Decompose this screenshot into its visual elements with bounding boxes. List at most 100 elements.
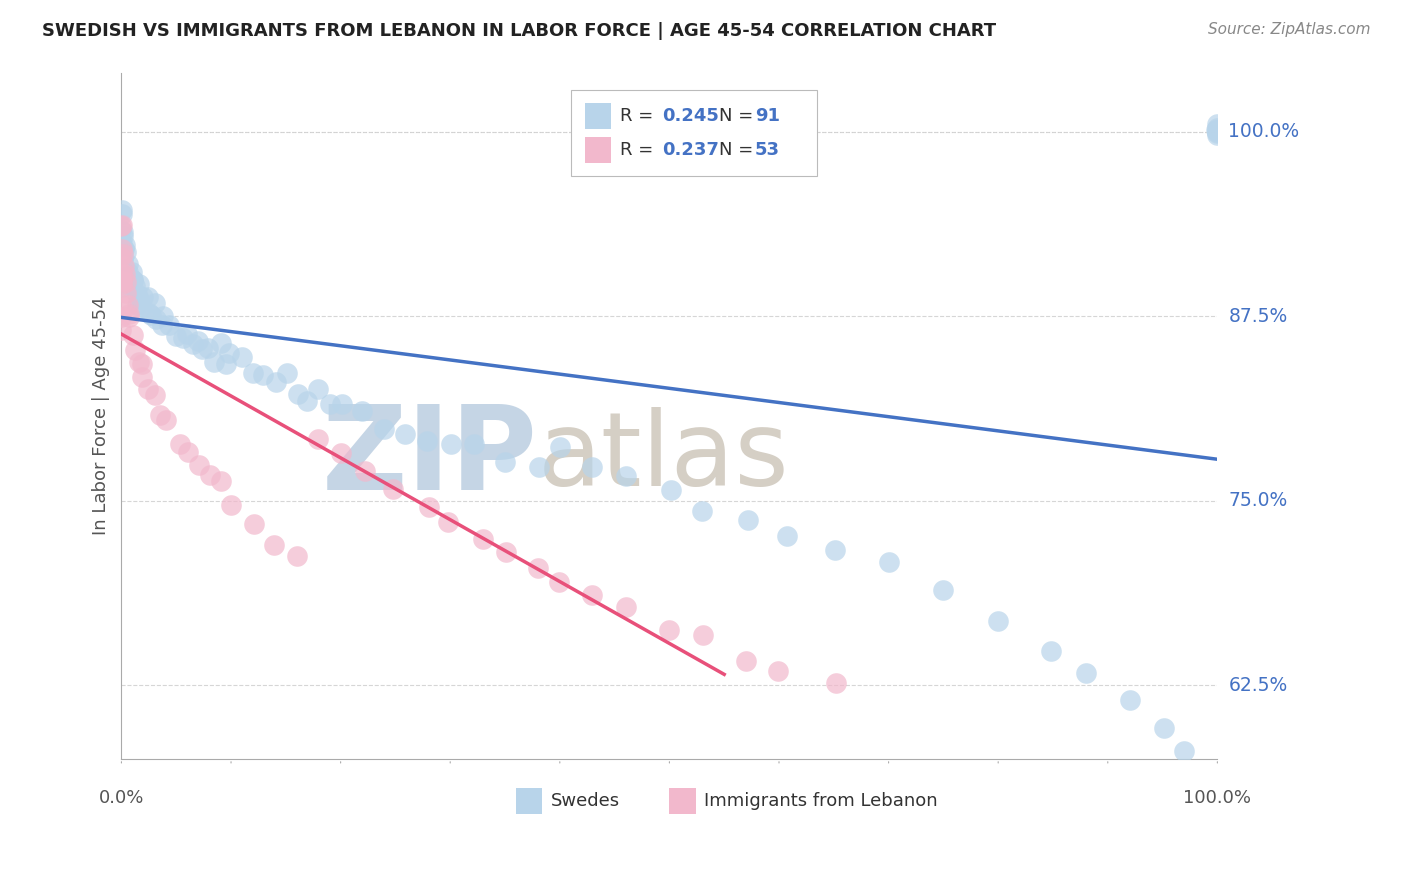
Point	[129, 300, 152, 314]
Point	[131, 290, 153, 304]
Point	[150, 318, 173, 333]
Point	[191, 342, 214, 356]
Point	[172, 331, 194, 345]
Point	[242, 366, 264, 380]
Point	[169, 437, 191, 451]
Point	[128, 293, 150, 307]
Point	[581, 588, 603, 602]
Point	[440, 437, 463, 451]
Point	[329, 446, 352, 460]
Point	[111, 274, 134, 288]
Point	[495, 545, 517, 559]
Point	[494, 455, 516, 469]
Point	[136, 382, 159, 396]
Point	[145, 312, 167, 326]
Point	[112, 225, 135, 239]
Point	[143, 388, 166, 402]
Point	[692, 627, 714, 641]
Point	[118, 310, 141, 325]
Text: Swedes: Swedes	[551, 792, 620, 811]
Text: 0.0%: 0.0%	[98, 789, 145, 807]
Point	[1206, 126, 1229, 140]
Point	[219, 498, 242, 512]
Point	[112, 252, 135, 266]
Point	[115, 286, 138, 301]
Point	[125, 298, 148, 312]
Point	[264, 375, 287, 389]
Point	[1173, 744, 1195, 758]
Point	[124, 279, 146, 293]
Point	[122, 272, 145, 286]
Point	[111, 280, 134, 294]
Point	[112, 246, 135, 260]
Point	[987, 614, 1010, 628]
FancyBboxPatch shape	[571, 90, 817, 176]
Point	[1205, 117, 1227, 131]
Point	[197, 341, 219, 355]
Text: R =: R =	[620, 107, 659, 125]
Point	[136, 291, 159, 305]
Point	[209, 336, 232, 351]
Bar	[585, 137, 612, 163]
Point	[187, 334, 209, 349]
Point	[111, 277, 134, 292]
Point	[1206, 120, 1229, 135]
Point	[157, 318, 180, 333]
Text: 100.0%: 100.0%	[1229, 122, 1299, 142]
Point	[1153, 722, 1175, 736]
Point	[131, 357, 153, 371]
Text: 62.5%: 62.5%	[1229, 675, 1288, 695]
Point	[111, 203, 134, 218]
Point	[111, 219, 134, 233]
Point	[149, 408, 172, 422]
Point	[1074, 665, 1097, 680]
Point	[877, 555, 900, 569]
Text: SWEDISH VS IMMIGRANTS FROM LEBANON IN LABOR FORCE | AGE 45-54 CORRELATION CHART: SWEDISH VS IMMIGRANTS FROM LEBANON IN LA…	[42, 22, 997, 40]
Point	[932, 582, 955, 597]
Text: 0.237: 0.237	[662, 141, 718, 160]
Point	[110, 264, 132, 278]
Point	[202, 354, 225, 368]
Text: 100.0%: 100.0%	[1184, 789, 1251, 807]
Point	[110, 297, 132, 311]
Point	[131, 370, 153, 384]
Point	[614, 469, 637, 483]
Point	[112, 229, 135, 244]
Point	[1206, 128, 1229, 142]
Point	[737, 513, 759, 527]
Point	[416, 434, 439, 448]
Text: N =: N =	[718, 141, 759, 160]
Point	[122, 273, 145, 287]
Point	[243, 517, 266, 532]
Point	[198, 467, 221, 482]
Point	[114, 264, 136, 278]
Point	[177, 445, 200, 459]
Text: Source: ZipAtlas.com: Source: ZipAtlas.com	[1208, 22, 1371, 37]
Y-axis label: In Labor Force | Age 45-54: In Labor Force | Age 45-54	[93, 297, 110, 535]
Point	[112, 271, 135, 285]
Point	[111, 236, 134, 251]
Point	[139, 308, 162, 322]
Point	[354, 464, 377, 478]
Point	[117, 257, 139, 271]
Text: 91: 91	[755, 107, 780, 125]
Point	[115, 275, 138, 289]
Point	[121, 265, 143, 279]
Point	[1205, 122, 1227, 136]
Point	[231, 350, 253, 364]
Point	[1119, 693, 1142, 707]
Point	[176, 327, 198, 342]
Point	[110, 262, 132, 277]
Point	[111, 267, 134, 281]
Point	[118, 278, 141, 293]
Point	[110, 219, 132, 233]
Point	[776, 529, 799, 543]
Point	[111, 207, 134, 221]
Point	[115, 244, 138, 259]
Text: 87.5%: 87.5%	[1229, 307, 1288, 326]
Point	[471, 533, 494, 547]
Point	[209, 474, 232, 488]
Bar	[516, 789, 543, 814]
Point	[658, 623, 681, 637]
Point	[110, 250, 132, 264]
